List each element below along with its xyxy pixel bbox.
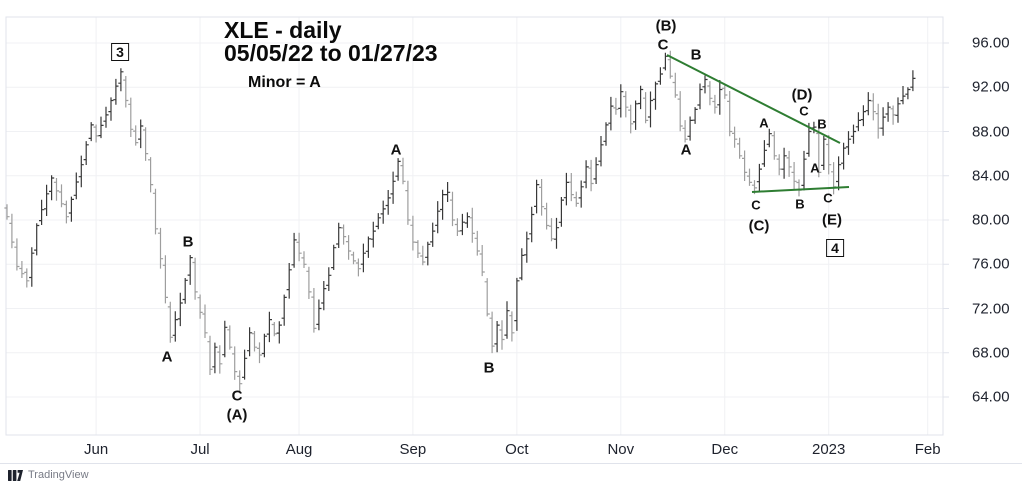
time-axis-label-Sep: Sep	[399, 441, 427, 458]
price-axis-label: 64.00	[972, 388, 1010, 406]
ohlc-bars-down[interactable]	[4, 50, 896, 393]
wave-label-A-10[interactable]: A	[680, 141, 692, 159]
wave-label-C-12[interactable]: C	[799, 103, 809, 119]
chart-degree-note: Minor = A	[248, 74, 321, 91]
wave-label-B-9[interactable]: B	[690, 46, 702, 64]
chart-subtitle: 05/05/22 to 01/27/23	[224, 40, 438, 66]
ohlc-bars-up[interactable]	[29, 52, 916, 380]
triangle-lower-trendline[interactable]	[751, 186, 850, 193]
price-axis-label: 80.00	[972, 211, 1010, 229]
wave-label-pCp-19[interactable]: (C)	[748, 217, 770, 235]
wave-label-B-2[interactable]: B	[182, 233, 194, 251]
wave-label-C-8[interactable]: C	[657, 36, 669, 54]
tradingview-watermark[interactable]: TradingView	[8, 469, 89, 481]
wave-label-C-3[interactable]: C	[231, 387, 243, 405]
price-axis-label: 72.00	[972, 300, 1010, 317]
time-axis-label-Oct: Oct	[505, 441, 529, 458]
chart-title-block: XLE - daily 05/05/22 to 01/27/23 Minor =…	[224, 19, 438, 92]
price-axis-label: 92.00	[972, 78, 1010, 96]
time-axis-label-2023: 2023	[812, 441, 846, 458]
time-axis-label-Aug: Aug	[285, 441, 313, 458]
bottom-separator	[0, 463, 1022, 464]
wave-label-A-5[interactable]: A	[390, 141, 402, 159]
wave-label-B-17[interactable]: B	[795, 196, 805, 212]
wave-label-4-21[interactable]: 4	[826, 239, 844, 257]
time-axis-label-Jul: Jul	[190, 441, 210, 458]
tradingview-logo-icon	[8, 469, 23, 481]
tradingview-brand-text: TradingView	[28, 469, 89, 481]
price-axis-label: 96.00	[972, 34, 1010, 52]
wave-label-A-1[interactable]: A	[161, 348, 173, 366]
triangle-upper-trendline[interactable]	[666, 54, 841, 144]
wave-label-B-14[interactable]: B	[817, 116, 827, 132]
price-axis-label: 88.00	[972, 123, 1010, 140]
price-axis-label: 68.00	[972, 344, 1010, 362]
price-axis-label: 76.00	[972, 255, 1010, 273]
time-axis-label-Feb: Feb	[914, 441, 941, 458]
time-axis-label-Dec: Dec	[711, 441, 739, 458]
wave-label-A-13[interactable]: A	[759, 115, 769, 131]
price-axis-label: 84.00	[972, 167, 1010, 185]
wave-label-A-15[interactable]: A	[810, 160, 820, 176]
wave-label-pAp-4[interactable]: (A)	[226, 406, 248, 424]
chart-title: XLE - daily	[224, 17, 342, 43]
time-axis-label-Jun: Jun	[84, 441, 109, 458]
wave-label-C-16[interactable]: C	[751, 197, 761, 213]
gridlines	[6, 17, 943, 435]
plot-border	[5, 16, 944, 436]
time-axis-label-Nov: Nov	[607, 441, 635, 458]
wave-label-3-0[interactable]: 3	[111, 43, 129, 61]
wave-label-C-18[interactable]: C	[823, 190, 833, 206]
wave-label-pEp-20[interactable]: (E)	[822, 211, 842, 229]
wave-label-B-6[interactable]: B	[483, 359, 495, 377]
wave-label-pDp-11[interactable]: (D)	[791, 86, 813, 104]
wave-label-pBp-7[interactable]: (B)	[655, 17, 677, 35]
